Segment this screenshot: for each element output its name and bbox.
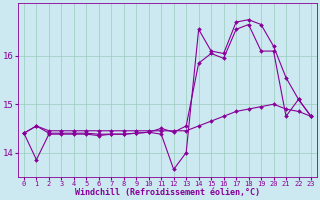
X-axis label: Windchill (Refroidissement éolien,°C): Windchill (Refroidissement éolien,°C) [75, 188, 260, 197]
